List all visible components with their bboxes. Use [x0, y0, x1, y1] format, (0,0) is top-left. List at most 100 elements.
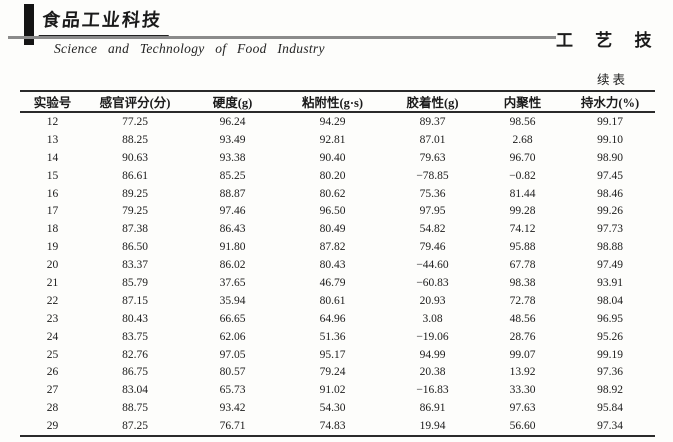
table-cell: 15 — [46, 169, 59, 182]
table-cell: 83.75 — [122, 330, 148, 343]
table-cell: 79.46 — [419, 241, 446, 254]
table-cell: 96.95 — [597, 312, 623, 325]
section-label: 工 艺 技 术 — [556, 31, 673, 50]
table-cell: 29 — [46, 420, 59, 433]
table-cell: 87.38 — [122, 223, 148, 236]
table-cell: 19.94 — [419, 420, 446, 433]
table-cell: 28.76 — [509, 330, 536, 343]
table-cell: 97.63 — [509, 402, 536, 415]
col-header-experiment-no: 实验号 — [20, 91, 85, 113]
results-table: 实验号 感官评分(分) 硬度(g) 粘附性(g·s) 胶着性(g) 内聚性 持水… — [20, 90, 655, 438]
col-header-adhesiveness: 粘附性(g·s) — [280, 91, 385, 113]
header-rule — [8, 36, 556, 39]
col-header-hardness: 硬度(g) — [185, 91, 280, 113]
table-cell: 83.37 — [122, 259, 148, 272]
table-cell: 90.40 — [319, 151, 346, 164]
table-cell: 95.84 — [597, 402, 623, 415]
table-cell: 98.46 — [597, 187, 623, 200]
table-cell: 86.75 — [122, 366, 148, 379]
table-cell: 93.49 — [219, 133, 246, 146]
col-header-cohesiveness: 内聚性 — [480, 91, 565, 113]
table-cell: 13 — [46, 133, 59, 146]
table-row: 20 83.37 86.02 80.43 −44.60 67.78 97.49 — [20, 256, 655, 274]
table-cell: 75.36 — [419, 187, 446, 200]
table-cell: 98.56 — [509, 115, 536, 128]
table-cell: 95.26 — [597, 330, 623, 343]
table-cell: 94.29 — [319, 115, 346, 128]
table-cell: 20.38 — [419, 366, 446, 379]
table-cell: 97.05 — [219, 348, 246, 361]
table-cell: 88.75 — [122, 402, 148, 415]
table-cell: 87.82 — [319, 241, 346, 254]
table-cell: 17 — [46, 205, 59, 218]
logo-bar — [24, 4, 34, 45]
table-cell: 24 — [46, 330, 59, 343]
table-row: 22 87.15 35.94 80.61 20.93 72.78 98.04 — [20, 292, 655, 310]
table-cell: 21 — [46, 276, 59, 289]
table-cell: 97.49 — [597, 259, 623, 272]
table-cell: −44.60 — [416, 259, 449, 272]
table-cell: 88.87 — [219, 187, 246, 200]
table-cell: 80.61 — [319, 294, 346, 307]
table-cell: 89.37 — [419, 115, 446, 128]
journal-logo: 食品工业科技 — [38, 6, 172, 36]
table-cell: 79.24 — [319, 366, 346, 379]
table-cell: 80.62 — [319, 187, 346, 200]
table-cell: 86.50 — [122, 241, 148, 254]
table-cell: 62.06 — [219, 330, 246, 343]
table-cell: 74.12 — [509, 223, 536, 236]
table-cell: 93.38 — [219, 151, 246, 164]
table-cell: 82.76 — [122, 348, 148, 361]
table-cell: 85.79 — [122, 276, 148, 289]
journal-subtitle: Science and Technology of Food Industry — [54, 41, 325, 56]
table-cell: 51.36 — [319, 330, 346, 343]
table-cell: 79.25 — [122, 205, 148, 218]
table-cell: 99.26 — [597, 205, 623, 218]
table-cell: 95.17 — [319, 348, 346, 361]
table-cell: 86.02 — [219, 259, 246, 272]
table-row: 15 86.61 85.25 80.20 −78.85 −0.82 97.45 — [20, 167, 655, 185]
table-cell: 80.43 — [122, 312, 148, 325]
table-cell: 87.15 — [122, 294, 148, 307]
table-row: 19 86.50 91.80 87.82 79.46 95.88 98.88 — [20, 238, 655, 256]
table-cell: 90.63 — [122, 151, 148, 164]
table-row: 13 88.25 93.49 92.81 87.01 2.68 99.10 — [20, 131, 655, 149]
table-cell: 99.10 — [597, 133, 623, 146]
table-cell: 98.38 — [509, 276, 536, 289]
table-cell: 27 — [46, 384, 59, 397]
table-cell: 99.07 — [509, 348, 536, 361]
table-cell: 96.50 — [319, 205, 346, 218]
table-cell: 97.73 — [597, 223, 623, 236]
table-cell: 86.43 — [219, 223, 246, 236]
table-cell: 96.24 — [219, 115, 246, 128]
table-body: 12 77.25 96.24 94.29 89.37 98.56 99.17 13 88.25 9… — [20, 112, 655, 436]
table-cell: 20.93 — [419, 294, 446, 307]
table-cell: −0.82 — [509, 169, 536, 182]
table-cell: 3.08 — [422, 312, 443, 325]
table-cell: 98.04 — [597, 294, 623, 307]
table-cell: 80.49 — [319, 223, 346, 236]
table-cell: 91.80 — [219, 241, 246, 254]
table-cell: 66.65 — [219, 312, 246, 325]
table-cell: 86.91 — [419, 402, 446, 415]
table-cell: 19 — [46, 241, 59, 254]
table-cell: 80.20 — [319, 169, 346, 182]
table-cell: 35.94 — [219, 294, 246, 307]
table-cell: 37.65 — [219, 276, 246, 289]
table-row: 16 89.25 88.87 80.62 75.36 81.44 98.46 — [20, 185, 655, 203]
table-row: 29 87.25 76.71 74.83 19.94 56.60 97.34 — [20, 417, 655, 436]
table-cell: 16 — [46, 187, 59, 200]
table-cell: 98.90 — [597, 151, 623, 164]
col-header-sensory-score: 感官评分(分) — [85, 91, 185, 113]
table-cell: 81.44 — [509, 187, 536, 200]
table-cell: 33.30 — [509, 384, 536, 397]
table-cell: 88.25 — [122, 133, 148, 146]
table-row: 23 80.43 66.65 64.96 3.08 48.56 96.95 — [20, 310, 655, 328]
table-cell: 97.45 — [597, 169, 623, 182]
table-row: 28 88.75 93.42 54.30 86.91 97.63 95.84 — [20, 399, 655, 417]
table-header: 实验号 感官评分(分) 硬度(g) 粘附性(g·s) 胶着性(g) 内聚性 持水… — [20, 91, 655, 113]
table-cell: 86.61 — [122, 169, 148, 182]
table-cell: 54.82 — [419, 223, 446, 236]
table-row: 26 86.75 80.57 79.24 20.38 13.92 97.36 — [20, 363, 655, 381]
table-cell: −78.85 — [416, 169, 449, 182]
